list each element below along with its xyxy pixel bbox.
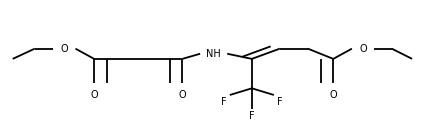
Text: NH: NH	[206, 49, 221, 59]
Text: F: F	[221, 97, 227, 107]
Text: O: O	[179, 90, 186, 100]
Text: O: O	[359, 44, 367, 54]
Text: F: F	[249, 111, 255, 121]
Text: O: O	[329, 90, 337, 100]
Text: O: O	[61, 44, 68, 54]
Text: O: O	[90, 90, 98, 100]
Text: F: F	[276, 97, 282, 107]
